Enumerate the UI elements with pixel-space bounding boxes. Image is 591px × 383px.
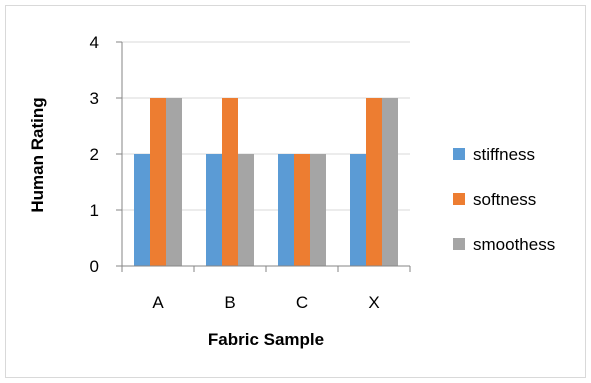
x-tick-label-C: C xyxy=(296,293,308,312)
bar-smoothess-X xyxy=(382,98,398,266)
bar-stiffness-C xyxy=(278,154,294,266)
axes xyxy=(116,41,411,272)
x-axis-title: Fabric Sample xyxy=(208,330,324,349)
legend-swatch-smoothess xyxy=(453,238,465,250)
bar-softness-B xyxy=(222,98,238,266)
legend-swatch-stiffness xyxy=(453,148,465,160)
y-tick-label-1: 1 xyxy=(90,201,99,220)
y-tick-label-3: 3 xyxy=(90,89,99,108)
legend: stiffness softness smoothess xyxy=(453,145,555,254)
x-tick-label-A: A xyxy=(152,293,164,312)
bar-softness-A xyxy=(150,98,166,266)
legend-label-smoothess: smoothess xyxy=(473,235,555,254)
bar-stiffness-B xyxy=(206,154,222,266)
bar-stiffness-A xyxy=(134,154,150,266)
x-tick-label-X: X xyxy=(368,293,379,312)
bar-softness-X xyxy=(366,98,382,266)
y-tick-label-4: 4 xyxy=(90,33,99,52)
legend-label-stiffness: stiffness xyxy=(473,145,535,164)
legend-swatch-softness xyxy=(453,193,465,205)
bar-smoothess-A xyxy=(166,98,182,266)
y-axis-title: Human Rating xyxy=(28,97,47,212)
bars xyxy=(134,98,398,266)
x-tick-label-B: B xyxy=(224,293,235,312)
bar-smoothess-B xyxy=(238,154,254,266)
y-tick-label-2: 2 xyxy=(90,145,99,164)
y-tick-labels: 0 1 2 3 4 xyxy=(90,33,99,276)
bar-smoothess-C xyxy=(310,154,326,266)
bar-stiffness-X xyxy=(350,154,366,266)
bar-softness-C xyxy=(294,154,310,266)
y-tick-label-0: 0 xyxy=(90,257,99,276)
legend-label-softness: softness xyxy=(473,190,536,209)
